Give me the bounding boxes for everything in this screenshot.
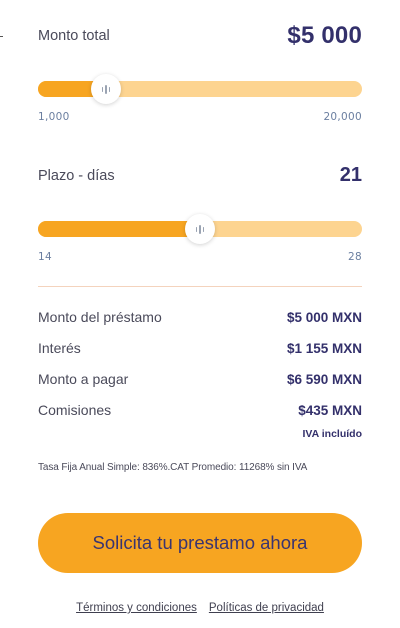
amount-slider-fill (38, 81, 107, 97)
amount-slider[interactable] (38, 74, 362, 104)
summary-row-fees: Comisiones $435 MXN (38, 402, 362, 418)
interest-value: $1 155 MXN (286, 340, 362, 356)
privacy-link[interactable]: Políticas de privacidad (208, 602, 324, 614)
grip-line-icon (105, 84, 107, 94)
amount-slider-thumb[interactable] (91, 74, 122, 104)
amount-range: 1,000 20,000 (38, 111, 362, 123)
term-slider[interactable] (38, 214, 362, 244)
grip-line-icon (199, 224, 201, 234)
loan-value: $5 000 MXN (286, 309, 362, 325)
edge-dash (0, 36, 3, 37)
fees-value: $435 MXN (298, 402, 362, 418)
terms-link[interactable]: Términos y condiciones (76, 602, 197, 614)
interest-label: Interés (38, 340, 81, 356)
amount-min-label: 1,000 (38, 111, 70, 123)
loan-label: Monto del préstamo (38, 309, 162, 325)
summary-row-total: Monto a pagar $6 590 MXN (38, 371, 362, 387)
grip-line-icon (101, 86, 104, 92)
total-label: Monto a pagar (38, 371, 129, 387)
grip-line-icon (108, 86, 111, 92)
term-label: Plazo - días (38, 167, 115, 184)
term-value: 21 (339, 164, 362, 186)
amount-max-label: 20,000 (323, 111, 362, 123)
total-value: $6 590 MXN (286, 371, 362, 387)
term-header: Plazo - días 21 (38, 164, 362, 187)
divider (38, 286, 362, 287)
summary-row-interest: Interés $1 155 MXN (38, 340, 362, 356)
amount-header: Monto total $5 000 (38, 22, 362, 50)
summary-row-loan: Monto del préstamo $5 000 MXN (38, 309, 362, 325)
term-range: 14 28 (38, 251, 362, 263)
apply-loan-button[interactable]: Solicita tu prestamo ahora (38, 513, 362, 573)
grip-line-icon (195, 226, 198, 232)
term-slider-fill (38, 221, 200, 237)
term-min-label: 14 (38, 251, 52, 263)
rate-disclaimer: Tasa Fija Anual Simple: 836%.CAT Promedi… (38, 462, 308, 473)
term-max-label: 28 (348, 251, 362, 263)
amount-value: $5 000 (287, 22, 362, 49)
grip-line-icon (202, 226, 205, 232)
iva-note: IVA incluído (302, 428, 363, 440)
fees-label: Comisiones (38, 402, 112, 418)
term-slider-thumb[interactable] (185, 214, 215, 244)
footer-links: Términos y condiciones Políticas de priv… (0, 602, 400, 614)
amount-label: Monto total (38, 28, 110, 44)
